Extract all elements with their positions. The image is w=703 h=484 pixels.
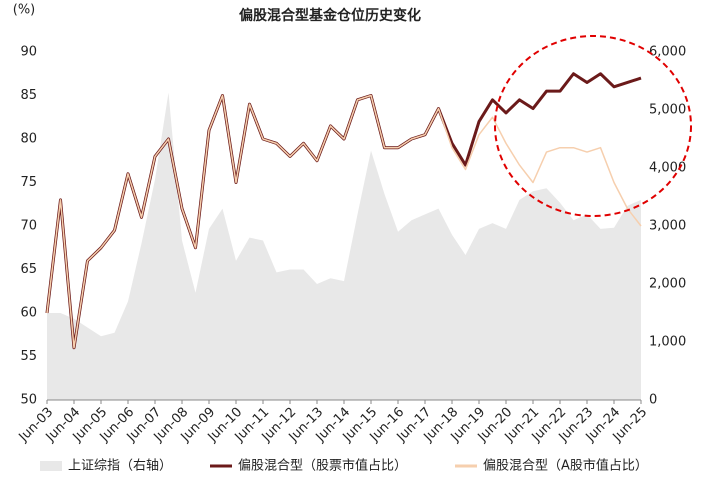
y2-tick-label: 5,000	[649, 103, 686, 118]
line	[46, 94, 642, 349]
legend-label: 偏股混合型（股票市值占比）	[238, 458, 407, 474]
y-tick-label: 75	[20, 175, 37, 190]
plot: 50 55 60 65 70 75 80 85 90 0 1,000 2,000 3,000 4,000 5…	[16, 45, 687, 474]
y-tick-label: 60	[20, 306, 37, 321]
y-tick-label: 80	[20, 132, 37, 147]
legend-label: 偏股混合型（A股市值占比）	[483, 458, 648, 474]
legend-label: 上证综指（右轴）	[68, 459, 172, 474]
y2-tick-label: 3,000	[649, 219, 686, 234]
y2-tick-label: 4,000	[649, 161, 686, 176]
legend-swatch	[40, 461, 62, 471]
y-tick-label: 85	[20, 88, 37, 103]
y-tick-label: 55	[20, 349, 37, 364]
y2-tick-label: 2,000	[649, 277, 686, 292]
y-tick-label: 65	[20, 262, 37, 277]
y2-tick-label: 6,000	[649, 45, 686, 60]
y-tick-label: 50	[20, 393, 37, 408]
chart-title: 偏股混合型基金仓位历史变化	[239, 7, 421, 24]
y-axis-label: (%)	[13, 3, 36, 18]
area	[47, 92, 641, 400]
y2-tick-label: 1,000	[649, 335, 686, 350]
highlight-circle	[494, 35, 692, 217]
y-tick-label: 70	[20, 219, 37, 234]
y-tick-label: 90	[20, 45, 37, 60]
y2-tick-label: 0	[649, 393, 657, 408]
